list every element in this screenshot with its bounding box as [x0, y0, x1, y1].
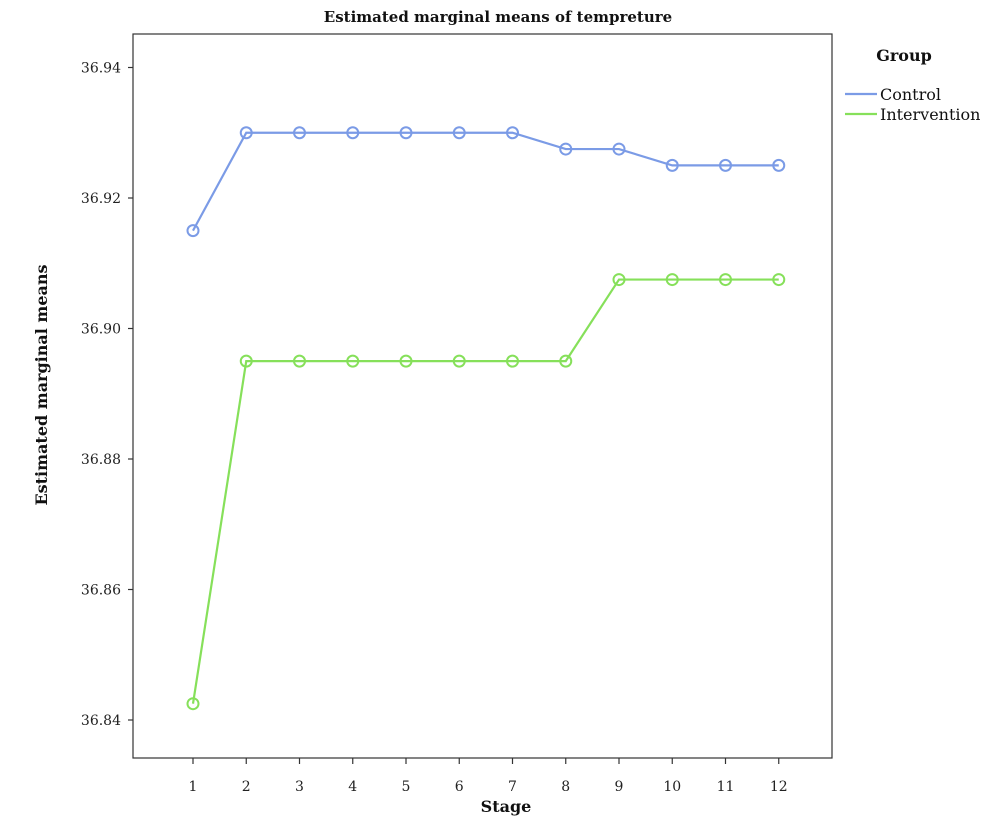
data-point-intervention — [399, 354, 413, 368]
data-point-control — [186, 224, 200, 238]
legend-label-intervention: Intervention — [880, 105, 980, 124]
data-point-intervention — [346, 354, 360, 368]
x-tick-label: 3 — [295, 779, 304, 795]
data-point-control — [346, 126, 360, 140]
legend-item-control: Control — [845, 85, 941, 104]
data-point-control — [399, 126, 413, 140]
data-point-control — [559, 142, 573, 156]
data-point-control — [506, 126, 519, 140]
x-tick-label: 4 — [348, 779, 357, 795]
data-point-control — [772, 158, 786, 172]
y-tick-label: 36.88 — [81, 452, 121, 468]
y-axis: 36.84 36.86 36.88 36.90 36.92 36.94 — [81, 61, 133, 729]
data-point-control — [665, 158, 679, 172]
series-line-control — [192, 131, 779, 232]
data-point-control — [719, 158, 732, 172]
x-tick-label: 11 — [717, 779, 735, 795]
series-layer — [186, 126, 786, 711]
x-tick-label: 7 — [508, 779, 517, 795]
x-axis-label: Stage — [481, 797, 532, 816]
y-tick-label: 36.86 — [81, 583, 121, 599]
data-point-intervention — [239, 354, 253, 368]
plot-frame — [132, 33, 833, 759]
data-point-intervention — [506, 354, 519, 368]
x-tick-label: 2 — [242, 779, 251, 795]
series-control — [186, 126, 786, 238]
y-tick-label: 36.84 — [81, 713, 121, 729]
x-tick-label: 1 — [189, 779, 198, 795]
data-point-intervention — [665, 273, 679, 287]
series-line-intervention — [191, 278, 779, 704]
series-intervention — [186, 273, 786, 711]
data-point-intervention — [559, 354, 573, 368]
x-tick-label: 8 — [561, 779, 570, 795]
x-tick-label: 10 — [663, 779, 681, 795]
data-point-control — [239, 126, 253, 140]
data-point-control — [293, 126, 306, 140]
y-tick-label: 36.92 — [81, 191, 121, 207]
x-tick-label: 12 — [770, 779, 788, 795]
data-point-intervention — [772, 273, 786, 287]
data-point-intervention — [186, 697, 200, 711]
x-tick-label: 6 — [455, 779, 464, 795]
legend-title: Group — [876, 46, 932, 65]
y-tick-label: 36.90 — [81, 322, 121, 338]
data-point-control — [452, 126, 466, 140]
data-point-control — [612, 142, 626, 156]
data-point-intervention — [612, 273, 626, 287]
y-axis-label: Estimated marginal means — [32, 264, 51, 505]
legend-label-control: Control — [880, 85, 941, 104]
data-point-intervention — [452, 354, 466, 368]
x-tick-label: 9 — [615, 779, 624, 795]
data-point-intervention — [719, 273, 732, 287]
chart-title: Estimated marginal means of tempreture — [324, 8, 672, 26]
x-tick-label: 5 — [402, 779, 411, 795]
y-tick-label: 36.94 — [81, 61, 121, 77]
x-axis: 1 2 3 4 5 6 7 8 9 10 11 12 — [189, 758, 788, 795]
legend-item-intervention: Intervention — [845, 105, 980, 124]
data-point-intervention — [293, 354, 306, 368]
